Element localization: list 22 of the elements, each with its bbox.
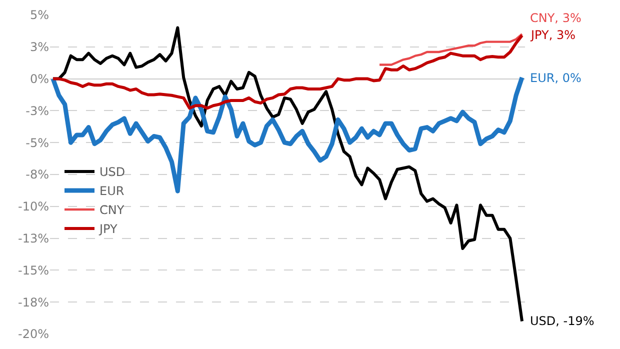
y-tick-label: -18% — [18, 295, 49, 310]
legend-label: USD — [100, 165, 126, 180]
line-series — [50, 75, 524, 194]
y-tick-label: -3% — [26, 104, 49, 118]
legend-label: CNY — [100, 203, 125, 218]
y-tick-label: -5% — [26, 136, 49, 150]
y-tick-label: 0% — [30, 72, 49, 86]
y-tick-label: -10% — [18, 200, 49, 214]
y-tick-label: -15% — [18, 263, 49, 278]
y-tick-label: -13% — [18, 232, 49, 246]
text: JPY, 3% — [530, 28, 576, 42]
text: CNY, 3% — [530, 11, 582, 25]
text: EUR, 0% — [530, 71, 582, 85]
y-tick-label: -20% — [18, 327, 49, 342]
legend-label: EUR — [100, 184, 124, 198]
y-tick-label: 3% — [30, 40, 49, 54]
text: USD, -19% — [530, 314, 594, 328]
y-tick-label: -8% — [26, 168, 49, 182]
line-series — [378, 33, 524, 66]
y-tick-label: 5% — [30, 8, 49, 22]
line-series — [51, 34, 524, 110]
legend-label: JPY — [98, 222, 118, 236]
